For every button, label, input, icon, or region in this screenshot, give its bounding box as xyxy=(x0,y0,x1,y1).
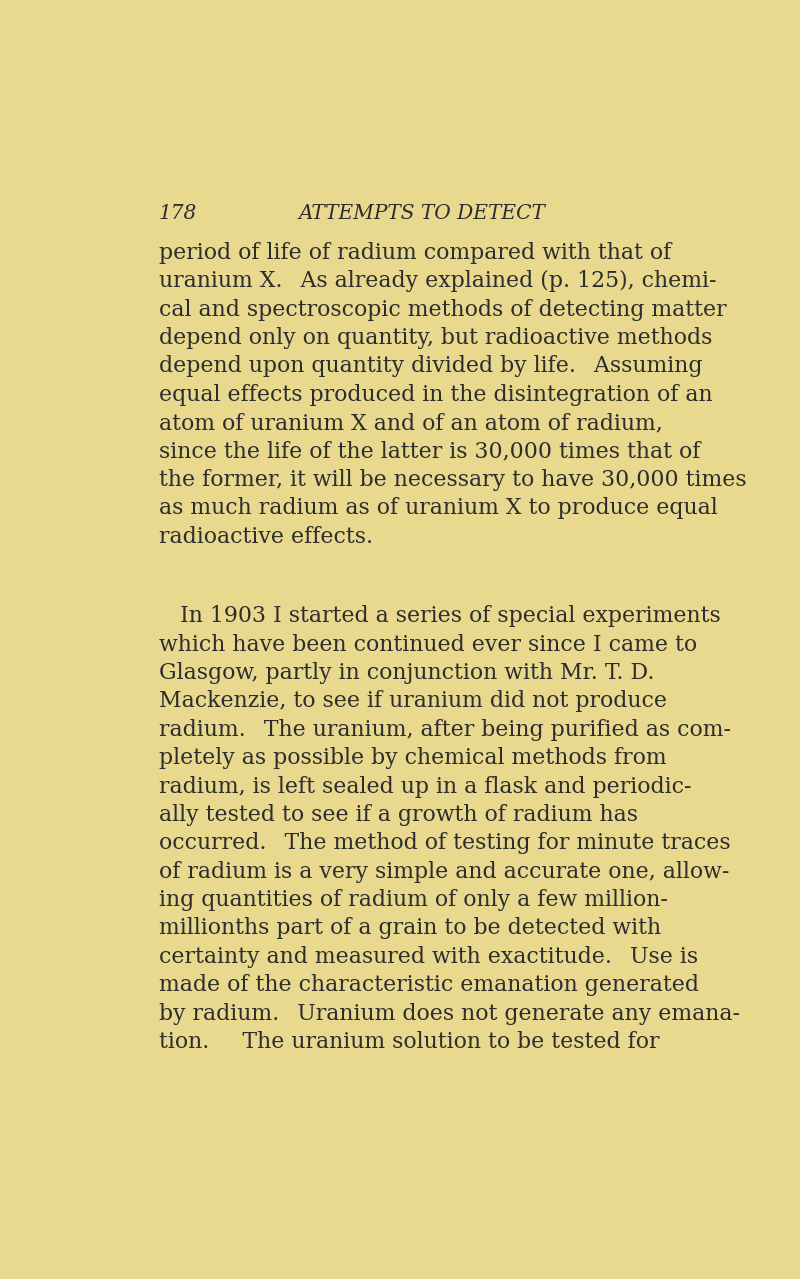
Text: Glasgow, partly in conjunction with Mr. T. D.: Glasgow, partly in conjunction with Mr. … xyxy=(159,663,654,684)
Text: cal and spectroscopic methods of detecting matter: cal and spectroscopic methods of detecti… xyxy=(159,298,726,321)
Text: millionths part of a grain to be detected with: millionths part of a grain to be detecte… xyxy=(159,917,661,940)
Text: tion.  The uranium solution to be tested for: tion. The uranium solution to be tested … xyxy=(159,1031,659,1053)
Text: radium, is left sealed up in a flask and periodic-: radium, is left sealed up in a flask and… xyxy=(159,775,691,798)
Text: occurred.  The method of testing for minute traces: occurred. The method of testing for minu… xyxy=(159,833,730,854)
Text: radioactive effects.: radioactive effects. xyxy=(159,526,373,547)
Text: atom of uranium X and of an atom of radium,: atom of uranium X and of an atom of radi… xyxy=(159,412,662,434)
Text: equal effects produced in the disintegration of an: equal effects produced in the disintegra… xyxy=(159,384,713,405)
Text: as much radium as of uranium X to produce equal: as much radium as of uranium X to produc… xyxy=(159,498,718,519)
Text: the former, it will be necessary to have 30,000 times: the former, it will be necessary to have… xyxy=(159,469,746,491)
Text: uranium X.  As already explained (p. 125), chemi-: uranium X. As already explained (p. 125)… xyxy=(159,270,717,292)
Text: Mackenzie, to see if uranium did not produce: Mackenzie, to see if uranium did not pro… xyxy=(159,691,667,712)
Text: ATTEMPTS TO DETECT: ATTEMPTS TO DETECT xyxy=(299,205,546,224)
Text: radium.  The uranium, after being purified as com-: radium. The uranium, after being purifie… xyxy=(159,719,731,741)
Text: by radium.  Uranium does not generate any emana-: by radium. Uranium does not generate any… xyxy=(159,1003,740,1024)
Text: pletely as possible by chemical methods from: pletely as possible by chemical methods … xyxy=(159,747,666,769)
Text: ally tested to see if a growth of radium has: ally tested to see if a growth of radium… xyxy=(159,804,638,826)
Text: 178: 178 xyxy=(159,205,197,224)
Text: since the life of the latter is 30,000 times that of: since the life of the latter is 30,000 t… xyxy=(159,440,700,463)
Text: period of life of radium compared with that of: period of life of radium compared with t… xyxy=(159,242,671,263)
Text: certainty and measured with exactitude.  Use is: certainty and measured with exactitude. … xyxy=(159,946,698,968)
Text: In 1903 I started a series of special experiments: In 1903 I started a series of special ex… xyxy=(159,605,721,627)
Text: ing quantities of radium of only a few million-: ing quantities of radium of only a few m… xyxy=(159,889,668,911)
Text: which have been continued ever since I came to: which have been continued ever since I c… xyxy=(159,633,697,656)
Text: depend only on quantity, but radioactive methods: depend only on quantity, but radioactive… xyxy=(159,327,712,349)
Text: depend upon quantity divided by life.  Assuming: depend upon quantity divided by life. As… xyxy=(159,356,702,377)
Text: of radium is a very simple and accurate one, allow-: of radium is a very simple and accurate … xyxy=(159,861,730,883)
Text: made of the characteristic emanation generated: made of the characteristic emanation gen… xyxy=(159,975,699,996)
